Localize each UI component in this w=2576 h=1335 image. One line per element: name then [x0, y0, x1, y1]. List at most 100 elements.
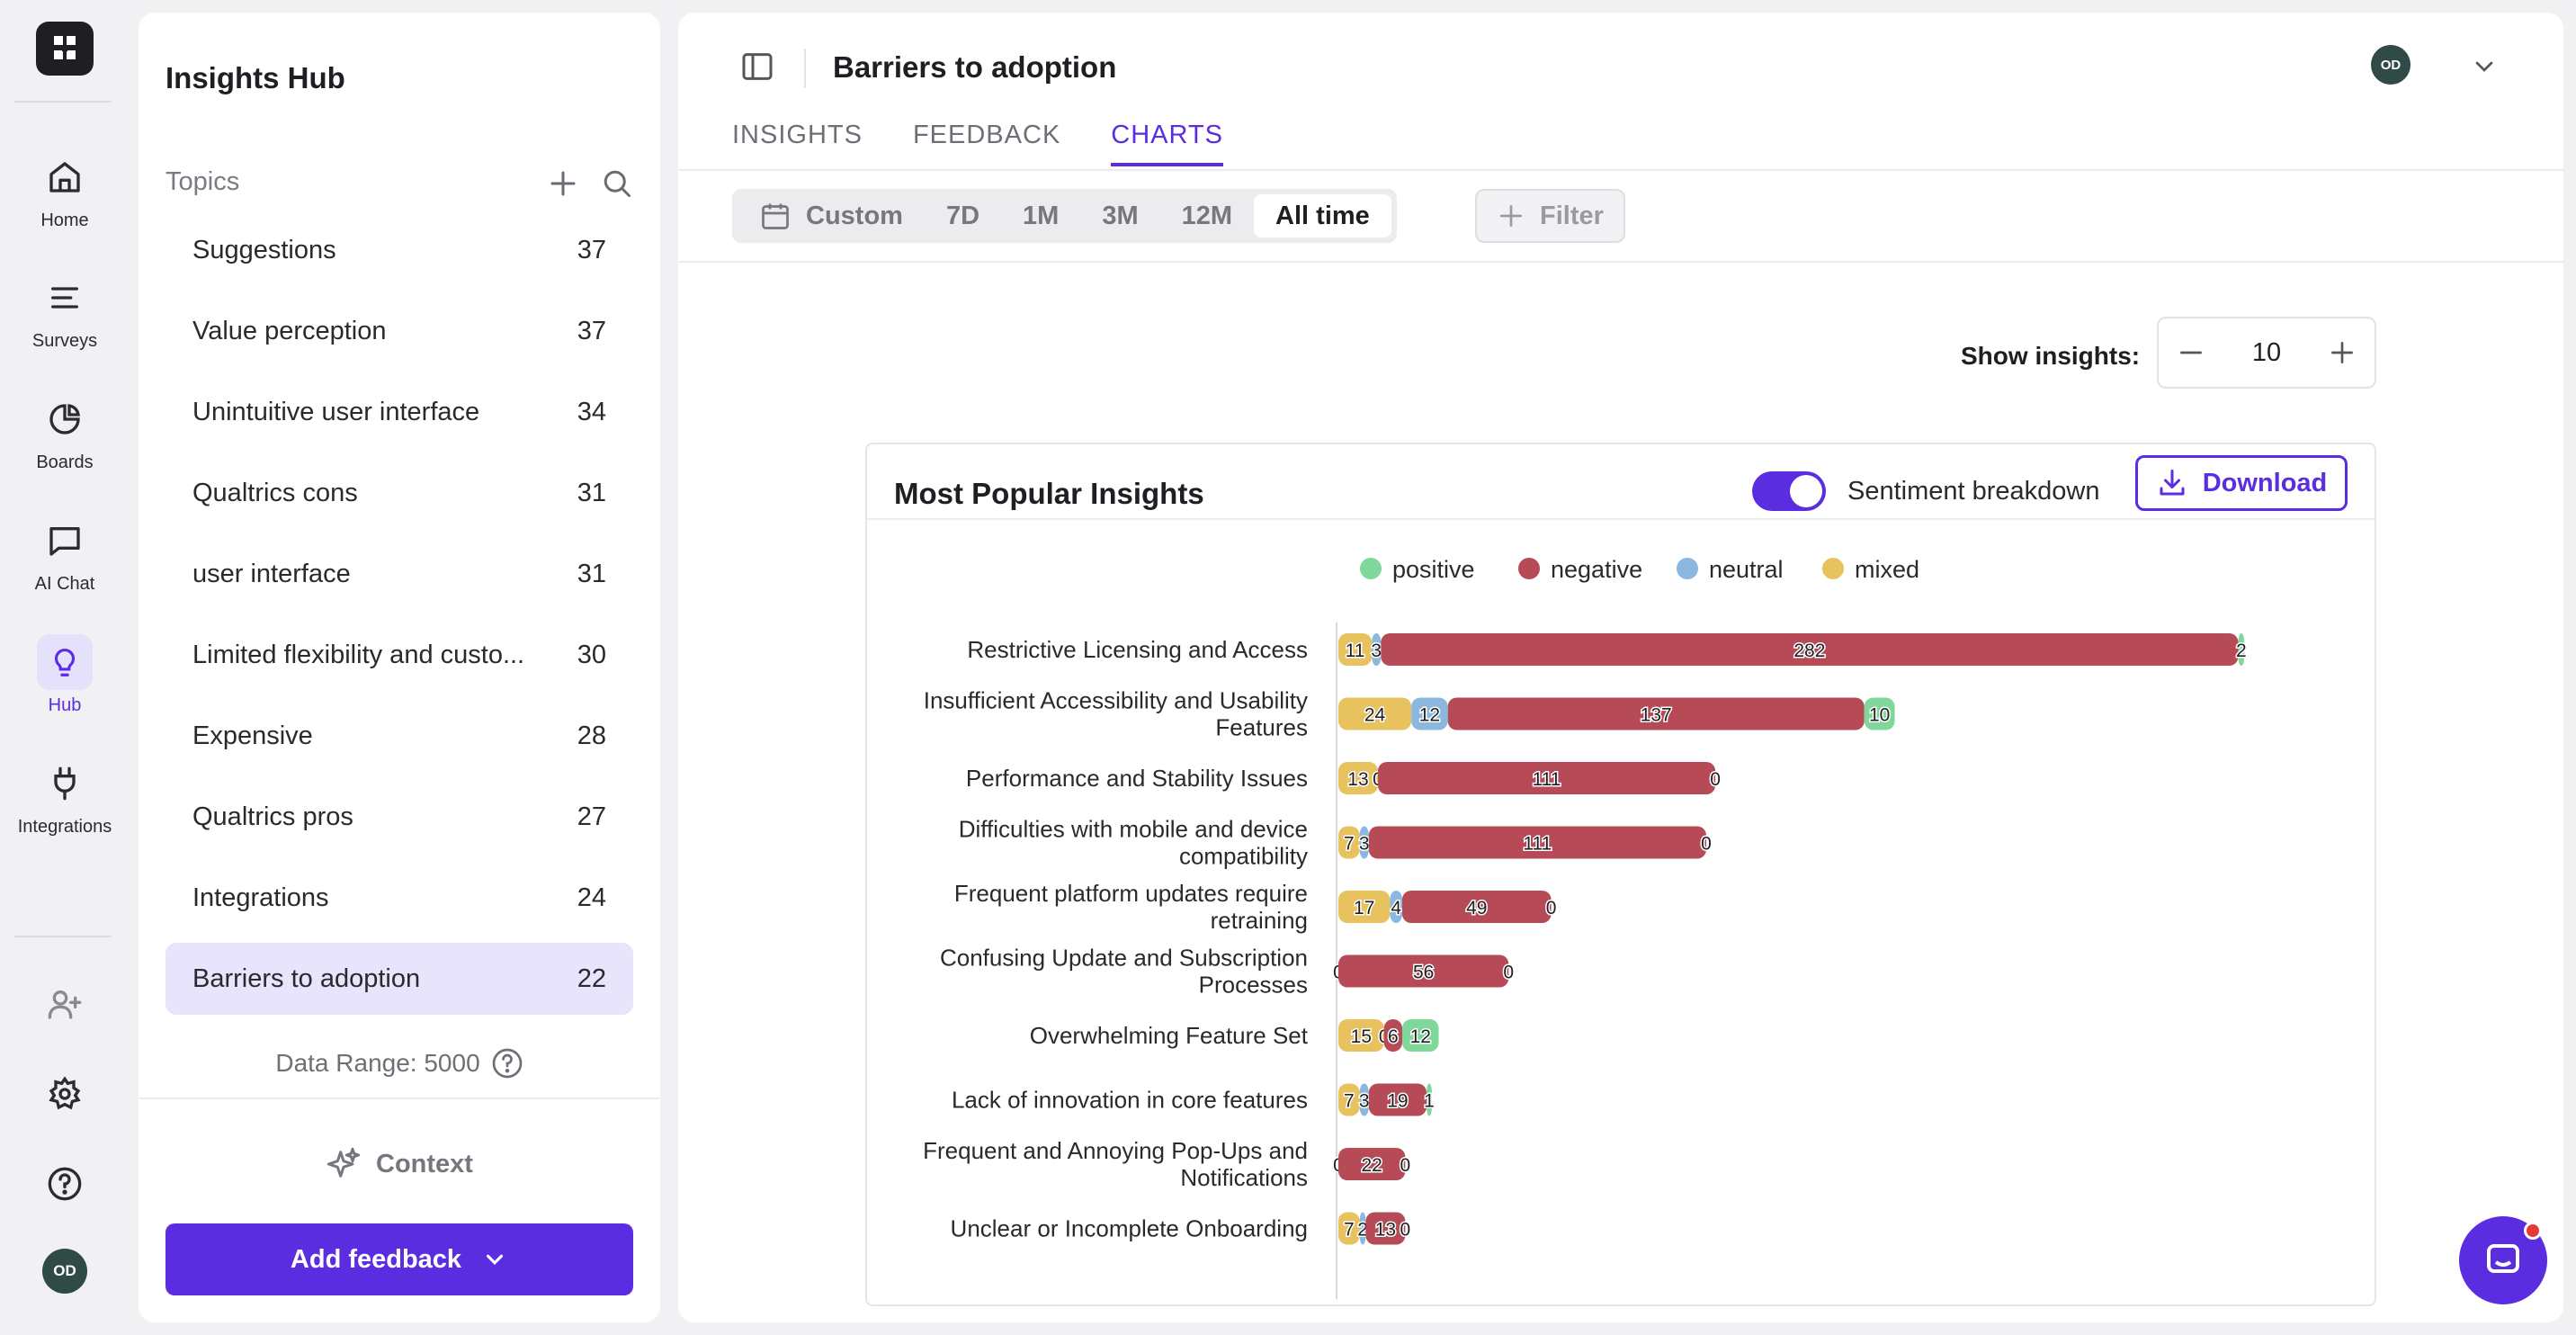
tab-charts[interactable]: CHARTS	[1111, 121, 1224, 166]
bar-value-label: 56	[1413, 963, 1434, 983]
tab-feedback[interactable]: FEEDBACK	[912, 121, 1061, 149]
nav-label: Hub	[48, 695, 82, 715]
topics-label: Topics	[165, 167, 240, 196]
topic-item[interactable]: Expensive 28	[165, 700, 633, 772]
bar-value-label: 19	[1387, 1091, 1408, 1112]
range-option-1m[interactable]: 1M	[1023, 201, 1060, 230]
bar-value-label: 4	[1391, 898, 1401, 918]
nav-item-home[interactable]: Home	[0, 149, 130, 231]
nav-item-hub[interactable]: Hub	[0, 634, 130, 716]
topic-name: Value perception	[192, 316, 387, 345]
legend-label: mixed	[1855, 556, 1919, 583]
topic-name: Expensive	[192, 721, 313, 750]
profile-button[interactable]: OD	[0, 1249, 130, 1294]
sentiment-breakdown-toggle[interactable]	[1752, 471, 1826, 511]
help-icon	[48, 1167, 82, 1201]
tab-bar: INSIGHTS FEEDBACK CHARTS	[732, 121, 1224, 166]
bar-value-label: 49	[1466, 898, 1487, 918]
bar-segment-positive	[1401, 1019, 1439, 1052]
topic-item[interactable]: Qualtrics pros 27	[165, 781, 633, 853]
category-label: Frequent platform updates require	[954, 880, 1308, 907]
nav-item-surveys[interactable]: Surveys	[0, 270, 130, 352]
bar-segment-mixed	[1338, 1019, 1384, 1052]
bar-segment-negative	[1365, 1212, 1406, 1245]
add-feedback-button[interactable]: Add feedback	[165, 1223, 633, 1295]
bulb-icon	[54, 649, 76, 676]
topic-count: 27	[577, 802, 606, 831]
nav-item-ai-chat[interactable]: AI Chat	[0, 513, 130, 595]
topic-name: user interface	[192, 559, 351, 588]
range-option-3m[interactable]: 3M	[1102, 201, 1139, 230]
calendar-icon	[762, 203, 789, 229]
minus-icon[interactable]	[2177, 338, 2205, 367]
category-label: compatibility	[1179, 843, 1308, 870]
toggle-sidebar-button[interactable]	[739, 49, 775, 89]
legend-swatch	[1360, 558, 1382, 579]
app-logo[interactable]	[36, 22, 94, 76]
insights-count-value[interactable]: 10	[2251, 337, 2282, 367]
category-label: Processes	[1199, 972, 1308, 999]
show-insights-label: Show insights:	[1961, 342, 2141, 370]
range-option-12m[interactable]: 12M	[1181, 201, 1233, 230]
bar-value-label: 11	[1346, 641, 1365, 661]
help-button[interactable]	[0, 1166, 130, 1202]
user-menu-button[interactable]	[2470, 52, 2499, 85]
bar-value-label: 2	[2236, 641, 2247, 661]
topic-item[interactable]: Qualtrics cons 31	[165, 457, 633, 529]
range-option-all-time[interactable]: All time	[1254, 194, 1391, 237]
divider	[804, 49, 806, 88]
bar-value-label: 1	[1424, 1091, 1435, 1112]
download-button[interactable]: Download	[2135, 455, 2348, 511]
topic-name: Unintuitive user interface	[192, 397, 480, 426]
topic-item[interactable]: user interface 31	[165, 538, 633, 610]
bar-value-label: 10	[1869, 705, 1890, 726]
bar-value-label: 22	[1362, 1155, 1382, 1176]
help-circle-icon[interactable]	[491, 1047, 523, 1080]
filter-button[interactable]: Filter	[1475, 189, 1625, 243]
user-avatar[interactable]: OD	[2371, 45, 2411, 85]
search-icon	[604, 170, 631, 197]
bar-value-label: 3	[1359, 1091, 1370, 1112]
context-button[interactable]: Context	[139, 1146, 660, 1182]
bar-value-label: 13	[1375, 1220, 1396, 1241]
tab-insights[interactable]: INSIGHTS	[732, 121, 863, 149]
chat-icon	[49, 527, 80, 556]
add-topic-button[interactable]	[547, 167, 579, 204]
download-icon	[2160, 470, 2185, 496]
settings-button[interactable]	[0, 1076, 130, 1112]
chat-support-button[interactable]	[2459, 1216, 2547, 1304]
nav-item-boards[interactable]: Boards	[0, 391, 130, 473]
topic-item-selected[interactable]: Barriers to adoption 22	[165, 943, 633, 1015]
bar-segment-positive	[1864, 697, 1895, 730]
plus-icon[interactable]	[2328, 338, 2357, 367]
topic-item[interactable]: Integrations 24	[165, 862, 633, 934]
range-option-custom[interactable]: Custom	[738, 194, 925, 237]
insights-count-stepper[interactable]: 10	[2157, 317, 2376, 389]
bar-segment-positive	[2238, 633, 2245, 666]
sentiment-breakdown-label: Sentiment breakdown	[1847, 477, 2100, 506]
bar-segment-negative	[1447, 697, 1865, 730]
main-panel: Barriers to adoption OD INSIGHTS FEEDBAC…	[678, 13, 2563, 1322]
chat-bubble-icon	[2487, 1244, 2519, 1273]
range-option-7d[interactable]: 7D	[945, 201, 980, 230]
bar-segment-mixed	[1338, 762, 1378, 794]
bar-segment-neutral	[1359, 1212, 1366, 1245]
topic-item[interactable]: Unintuitive user interface 34	[165, 376, 633, 448]
bar-value-label: 0	[1710, 769, 1721, 790]
sidebar-title: Insights Hub	[165, 61, 345, 94]
search-topics-button[interactable]	[601, 167, 633, 204]
bar-segment-negative	[1368, 826, 1706, 859]
bar-value-label: 24	[1364, 705, 1386, 726]
bar-segment-mixed	[1338, 633, 1373, 666]
bar-segment-negative	[1377, 762, 1716, 794]
legend-label: positive	[1392, 556, 1475, 583]
nav-item-integrations[interactable]: Integrations	[0, 756, 130, 838]
topic-item[interactable]: Limited flexibility and custo... 30	[165, 619, 633, 691]
topic-item[interactable]: Suggestions 37	[165, 214, 633, 286]
top-bar: Barriers to adoption OD INSIGHTS FEEDBAC…	[678, 13, 2563, 167]
topic-item[interactable]: Value perception 37	[165, 295, 633, 367]
date-range-selector: Custom 7D 1M 3M 12M All time	[732, 189, 1397, 243]
invite-user-button[interactable]	[0, 986, 130, 1022]
plus-icon	[1500, 205, 1522, 227]
plug-icon	[54, 766, 76, 801]
